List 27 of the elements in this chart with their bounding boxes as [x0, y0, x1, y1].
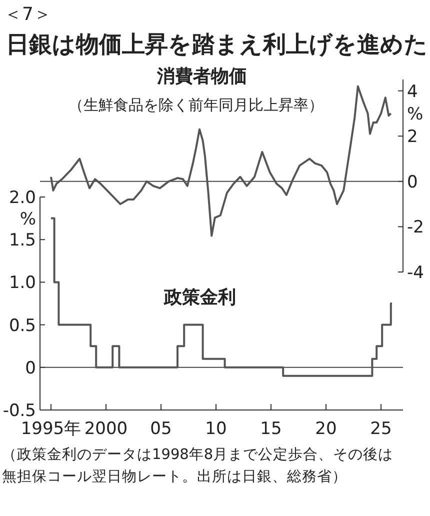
y-tick-label: 0 — [25, 358, 36, 378]
chart-title: 日銀は物価上昇を踏まえ利上げを進めた — [6, 32, 428, 58]
y-tick-label: 0.5 — [8, 316, 36, 336]
annotation: （生鮮食品を除く前年同月比上昇率） — [68, 96, 324, 114]
text: 政策金利 — [163, 287, 236, 308]
y-tick-label: -4 — [407, 262, 424, 283]
y-tick-label: 0 — [407, 172, 418, 192]
y-axis-title: % — [407, 104, 424, 124]
x-tick-label: 20 — [315, 419, 337, 439]
y-tick-label: 2 — [407, 127, 418, 148]
text: ＜7＞ — [4, 4, 52, 25]
x-tick-label: 1995年 — [20, 419, 82, 439]
y-tick-label: 1.0 — [8, 273, 36, 294]
y-tick-label: 1.5 — [8, 230, 36, 251]
x-tick-label: 2000 — [84, 419, 128, 439]
y-tick-label: 2.0 — [8, 188, 36, 208]
y-tick-label: -2 — [407, 218, 424, 238]
line-series — [50, 85, 392, 237]
text: （政策金利のデータは1998年8月まで公定歩合、その後は無担保コール翌日物レート。出所は日銀、総務省） — [2, 446, 394, 485]
x-tick-label: 05 — [150, 419, 172, 439]
y-axis-title: % — [20, 209, 36, 230]
y-tick-label: -0.5 — [2, 400, 36, 421]
x-tick-label: 15 — [260, 419, 282, 439]
x-tick-label: 10 — [205, 419, 227, 439]
y-tick-label: 4 — [407, 82, 418, 102]
x-tick-label: 25 — [370, 419, 392, 439]
chart-subtitle: 消費者物価 — [156, 66, 247, 87]
